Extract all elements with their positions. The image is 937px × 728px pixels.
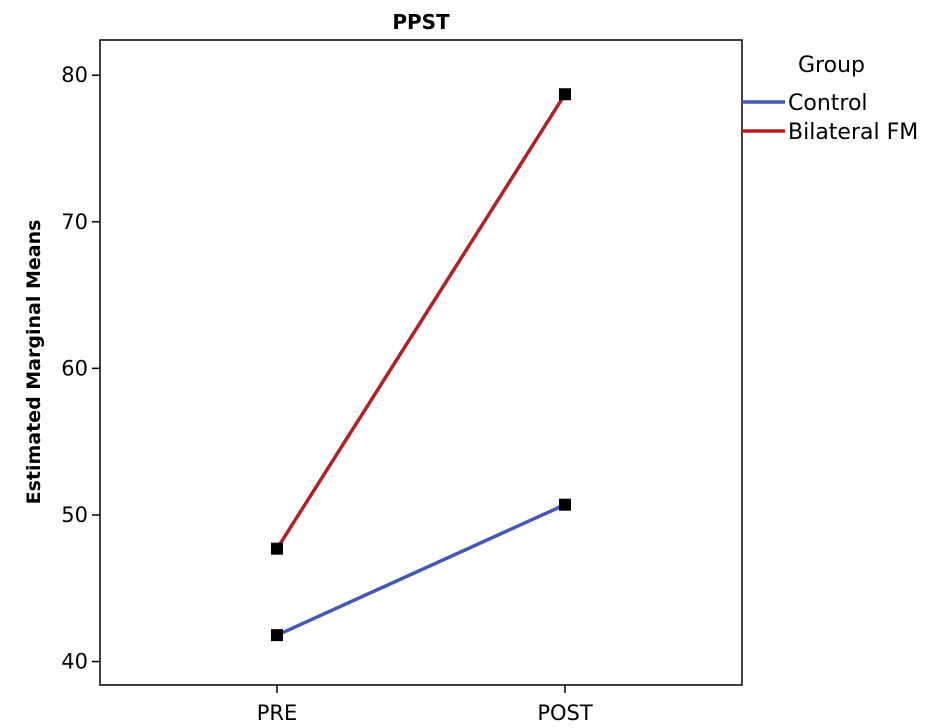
plot-area-frame — [99, 39, 743, 686]
data-point-marker — [559, 498, 571, 511]
series-layer — [271, 88, 571, 642]
x-tick-label: POST — [537, 701, 593, 724]
y-axis-title: Estimated Marginal Means — [23, 220, 45, 505]
data-point-marker — [271, 629, 283, 642]
x-tick-label: PRE — [257, 701, 298, 724]
legend: Group Control Bilateral FM — [742, 53, 918, 145]
series-line — [275, 93, 567, 550]
y-tick-label: 70 — [61, 210, 88, 234]
x-axis: PRE POST — [257, 685, 593, 725]
legend-items: Control Bilateral FM — [742, 91, 918, 145]
y-axis: 40 50 60 70 80 — [61, 63, 100, 674]
data-point-marker — [271, 542, 283, 555]
legend-title: Group — [798, 53, 865, 78]
y-tick-label: 40 — [61, 650, 88, 674]
y-tick-label: 80 — [61, 63, 88, 87]
series-line — [276, 503, 566, 637]
legend-label: Bilateral FM — [788, 120, 918, 145]
y-tick-label: 60 — [61, 356, 88, 380]
legend-label: Control — [788, 91, 868, 116]
y-tick-label: 50 — [61, 503, 88, 527]
data-point-marker — [559, 88, 571, 101]
chart-title: PPST — [392, 10, 450, 34]
